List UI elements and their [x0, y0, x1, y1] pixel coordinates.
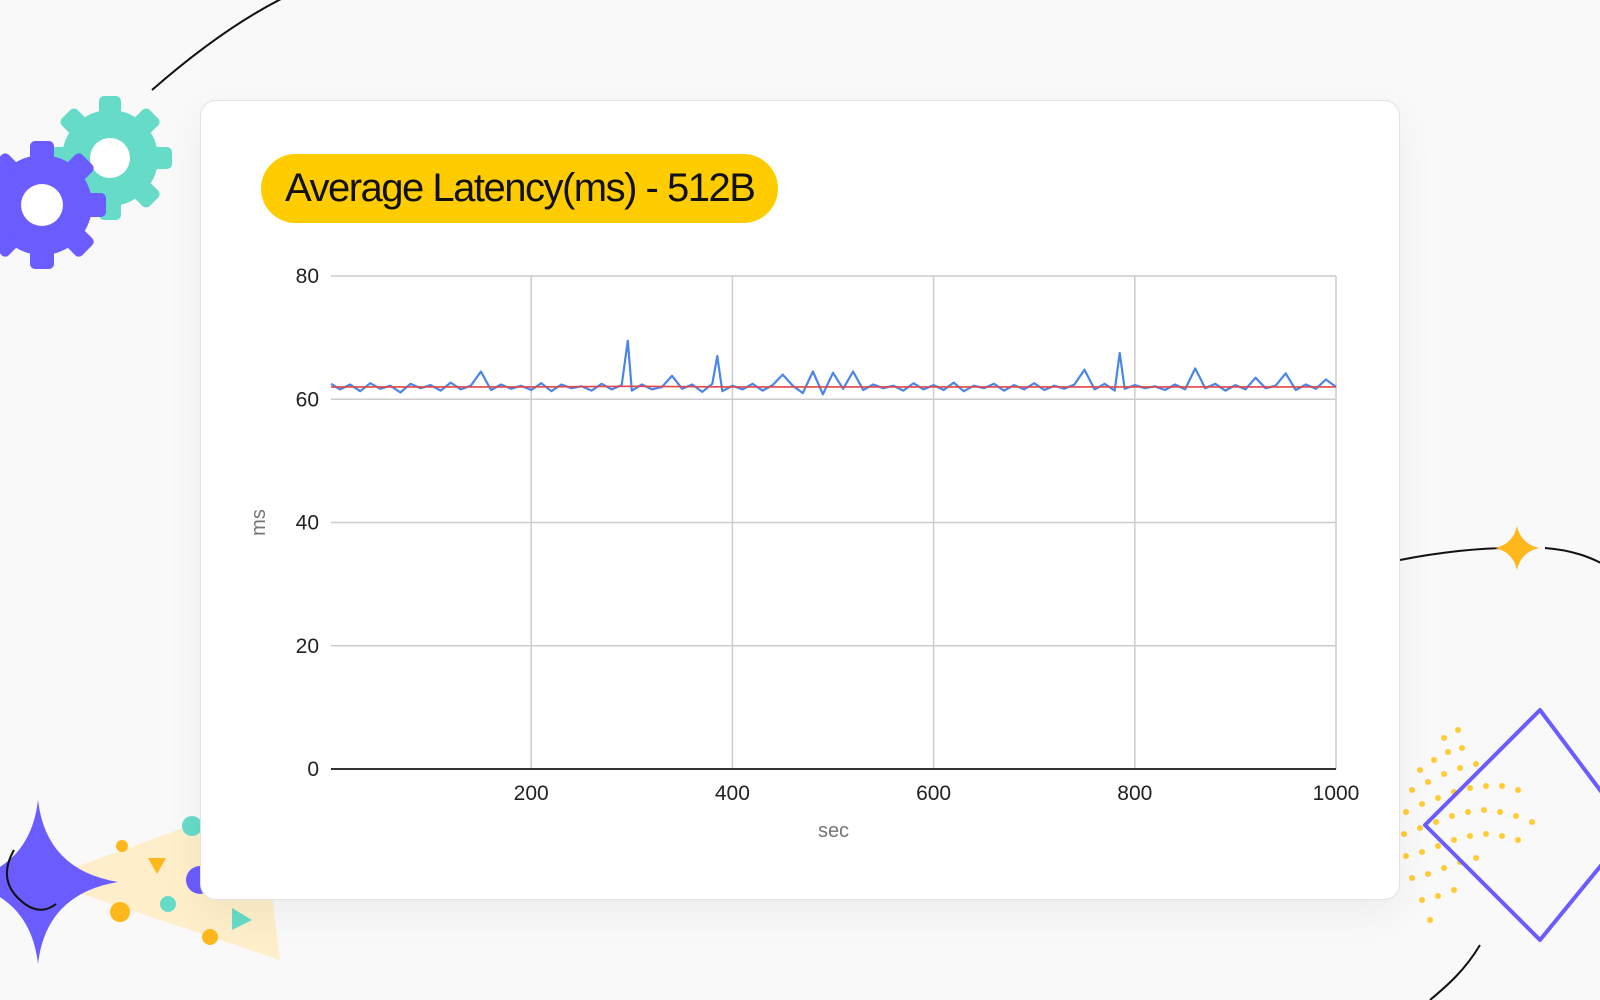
decor-curve-top-left	[151, 0, 282, 91]
chart-series-layer	[330, 339, 1337, 396]
y-tick-label-20: 20	[296, 635, 319, 658]
x-tick-label-400: 400	[715, 782, 750, 805]
chart-grid	[331, 275, 1337, 769]
y-tick-label-0: 0	[307, 758, 319, 781]
title-pill: Average Latency(ms) - 512B	[261, 154, 779, 223]
chart-tick-labels: 0 20 40 60 80 200 400 600 800 1000	[296, 265, 1360, 805]
x-tick-label-200: 200	[514, 782, 549, 805]
y-tick-label-60: 60	[296, 388, 319, 411]
sparkle-star-icon	[1495, 526, 1539, 570]
series-line-0	[330, 339, 1337, 396]
gears-icon	[0, 96, 172, 269]
y-axis-title: ms	[248, 509, 270, 536]
y-tick-label-80: 80	[296, 265, 319, 288]
chart-card: Average Latency(ms) - 512B	[200, 100, 1400, 900]
x-tick-label-600: 600	[916, 782, 951, 805]
decor-curve-bottom-right	[1429, 944, 1481, 1000]
x-axis-title: sec	[818, 820, 849, 842]
y-tick-label-40: 40	[296, 512, 319, 535]
diamond-outline-icon	[1423, 708, 1600, 942]
x-tick-label-800: 800	[1117, 782, 1152, 805]
x-tick-label-1000: 1000	[1313, 782, 1360, 805]
chart-title: Average Latency(ms) - 512B	[285, 166, 756, 210]
series-line-1	[331, 385, 1336, 388]
